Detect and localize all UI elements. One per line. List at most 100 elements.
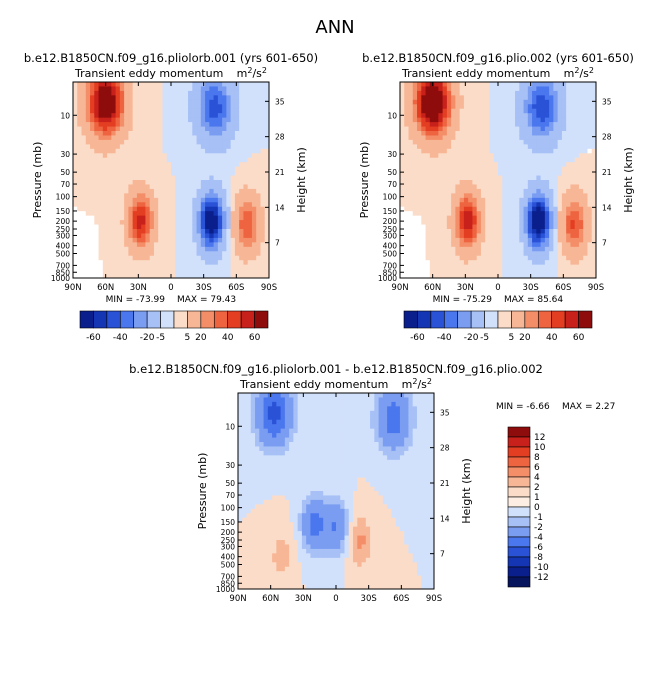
y-tick-label: 70: [387, 180, 397, 189]
colorbar-swatch: [255, 311, 268, 328]
colorbar-label: 40: [546, 333, 558, 343]
colorbar-label: -60: [86, 333, 101, 343]
colorbar-label: -20: [140, 333, 155, 343]
colorbar-label: -4: [534, 533, 543, 543]
x-tick-label: 90S: [588, 283, 604, 293]
colorbar-label: 8: [534, 453, 540, 463]
colorbar-label: 6: [534, 463, 540, 473]
colorbar-swatch: [161, 311, 174, 328]
case-title: b.e12.B1850CN.f09_g16.pliolorb.001 (yrs …: [24, 51, 318, 65]
field-fill: [73, 82, 270, 279]
panel-panel-left: b.e12.B1850CN.f09_g16.pliolorb.001 (yrs …: [24, 51, 318, 343]
colorbar-swatch: [508, 537, 530, 547]
colorbar-swatch: [174, 311, 187, 328]
colorbar-swatch: [511, 311, 524, 328]
x-tick-label: 0: [168, 283, 173, 293]
colorbar-swatch: [241, 311, 254, 328]
colorbar-label: 12: [534, 433, 545, 443]
y-right-tick-label: 21: [275, 168, 285, 177]
colorbar-label: -2: [534, 523, 543, 533]
colorbar-label: -8: [534, 553, 543, 563]
y-tick-label: 300: [56, 231, 71, 240]
colorbar-swatch: [579, 311, 592, 328]
y-tick-label: 30: [387, 150, 397, 159]
colorbar-label: 4: [534, 473, 540, 483]
colorbar-swatch: [471, 311, 484, 328]
y-right-tick-label: 14: [275, 203, 285, 212]
y-tick-label: 50: [60, 168, 70, 177]
y-tick-label: 500: [383, 250, 398, 259]
colorbar-swatch: [187, 311, 200, 328]
y-axis-label: Pressure (mb): [196, 453, 209, 530]
y-axis-label: Pressure (mb): [358, 142, 371, 219]
x-tick-label: 30S: [196, 283, 212, 293]
colorbar-swatch: [444, 311, 457, 328]
colorbar-swatch: [80, 311, 93, 328]
colorbar-label: 40: [222, 333, 234, 343]
y-axis-label: Pressure (mb): [31, 142, 44, 219]
y-tick-label: 10: [60, 111, 70, 120]
field-fill: [400, 82, 597, 279]
y-tick-label: 150: [221, 518, 236, 527]
colorbar-swatch: [508, 527, 530, 537]
y-tick-label: 300: [221, 542, 236, 551]
y-right-tick-label: 28: [602, 133, 612, 142]
colorbar-swatch: [538, 311, 551, 328]
colorbar-swatch: [508, 547, 530, 557]
y-tick-label: 150: [383, 207, 398, 216]
colorbar-swatch: [508, 557, 530, 567]
y-right-tick-label: 7: [275, 239, 280, 248]
colorbar-label: -6: [534, 543, 543, 553]
colorbar-label: -20: [464, 333, 479, 343]
colorbar-label: -40: [113, 333, 128, 343]
colorbar-swatch: [120, 311, 133, 328]
min-label: MIN = -73.99: [106, 295, 166, 305]
colorbar-label: 0: [534, 503, 540, 513]
y-tick-label: 500: [221, 561, 236, 570]
panel-title: Transient eddy momentum: [401, 67, 550, 80]
colorbar-swatch: [498, 311, 511, 328]
colorbar-label: 5: [185, 333, 191, 343]
colorbar-swatch: [107, 311, 120, 328]
colorbar-swatch: [93, 311, 106, 328]
x-tick-label: 60N: [424, 283, 441, 293]
x-tick-label: 30N: [457, 283, 474, 293]
y-tick-label: 100: [383, 193, 398, 202]
y-tick-label: 1000: [51, 274, 70, 283]
colorbar-label: -60: [410, 333, 425, 343]
x-tick-label: 30S: [523, 283, 539, 293]
colorbar-swatch: [508, 567, 530, 577]
page-title: ANN: [315, 17, 354, 38]
y-tick-label: 1000: [216, 585, 235, 594]
colorbar-swatch: [508, 457, 530, 467]
y-right-tick-label: 21: [602, 168, 612, 177]
panel-title: Transient eddy momentum: [239, 378, 388, 391]
x-tick-label: 60S: [228, 283, 244, 293]
colorbar-swatch: [565, 311, 578, 328]
x-tick-label: 90N: [229, 594, 246, 604]
x-tick-label: 90S: [261, 283, 277, 293]
y-right-tick-label: 14: [440, 514, 450, 523]
panel-panel-right: b.e12.B1850CN.f09_g16.plio.002 (yrs 601-…: [358, 51, 635, 343]
colorbar-swatch: [508, 447, 530, 457]
max-label: MAX = 79.43: [177, 295, 236, 305]
colorbar-label: -12: [534, 573, 549, 583]
y-tick-label: 50: [387, 168, 397, 177]
y-right-tick-label: 21: [440, 479, 450, 488]
colorbar-label: -1: [534, 513, 543, 523]
colorbar-swatch: [508, 467, 530, 477]
x-tick-label: 60S: [393, 594, 409, 604]
y-right-tick-label: 35: [440, 408, 450, 417]
x-tick-label: 90N: [64, 283, 81, 293]
y-tick-label: 1000: [378, 274, 397, 283]
y-tick-label: 30: [60, 150, 70, 159]
y-axis-right-label: Height (km): [460, 458, 473, 524]
y-tick-label: 150: [56, 207, 71, 216]
y-tick-label: 70: [225, 491, 235, 500]
colorbar-swatch: [552, 311, 565, 328]
colorbar-swatch: [431, 311, 444, 328]
field-fill: [238, 393, 435, 590]
